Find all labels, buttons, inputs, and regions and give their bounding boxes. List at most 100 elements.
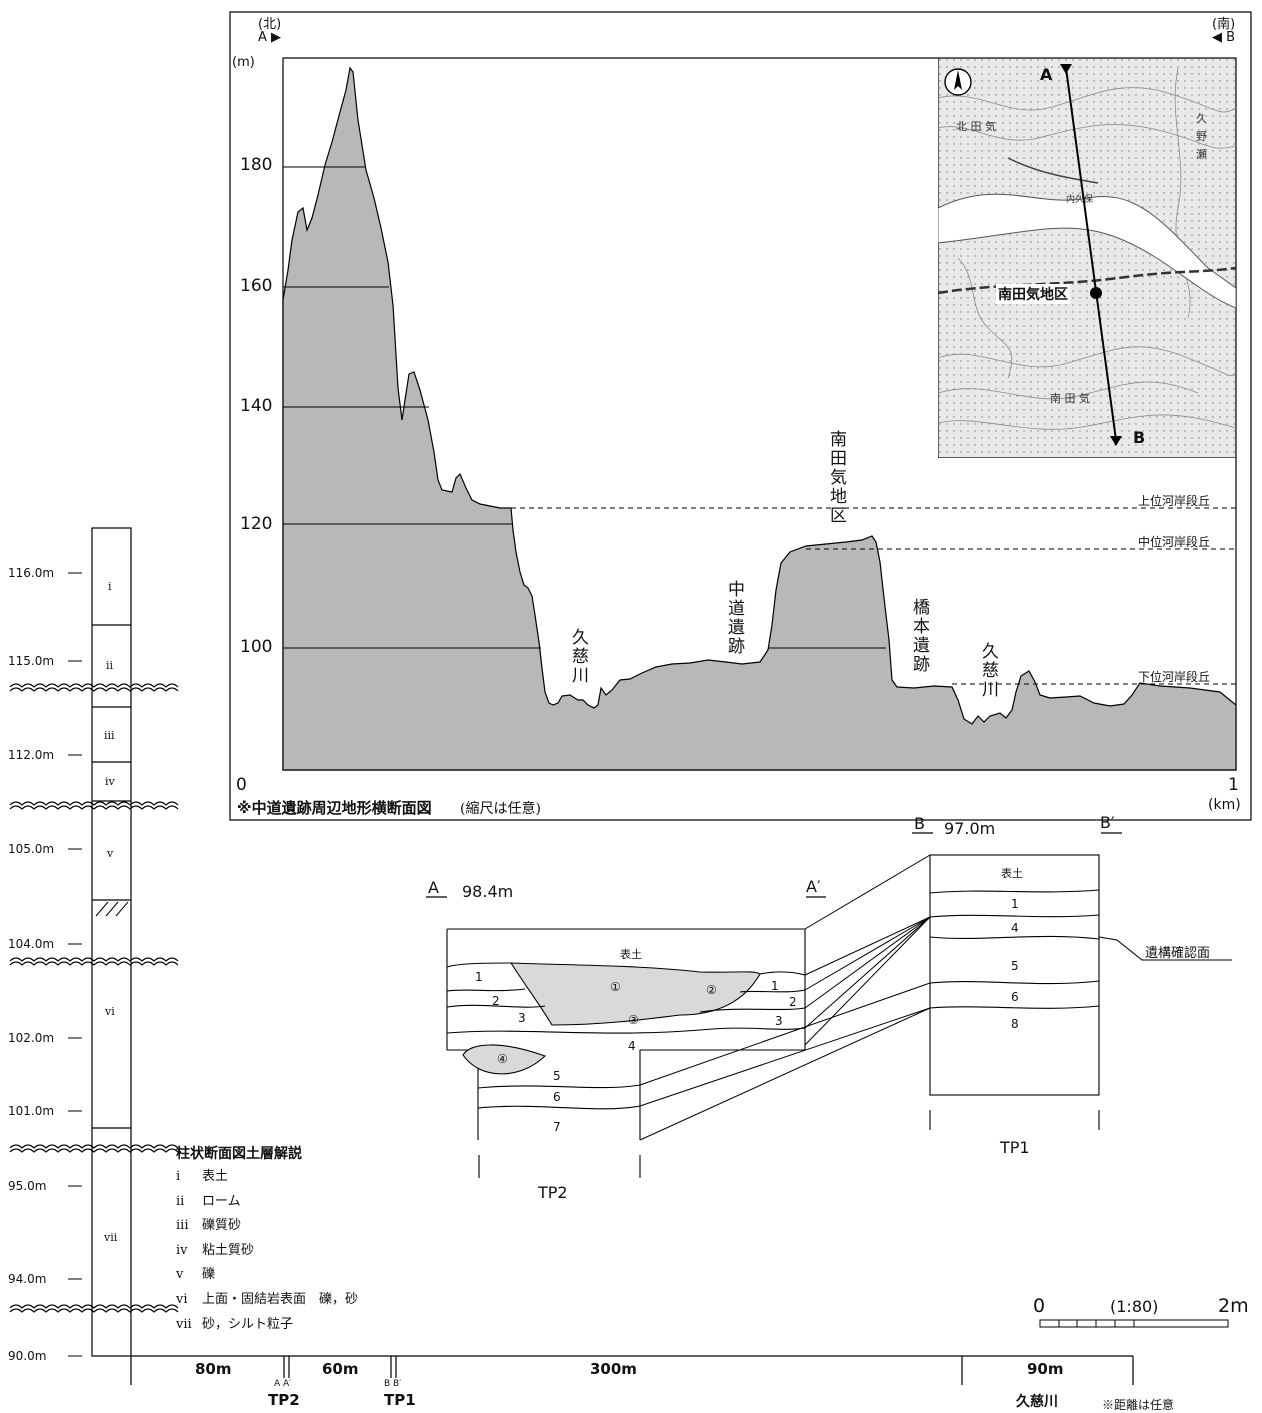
unconformity-break-line (9, 961, 179, 966)
legend-item: i 表土 (176, 1169, 229, 1184)
column-layer-label: iv (105, 775, 115, 788)
scale-end: 2m (1218, 1295, 1249, 1317)
column-layer-boundaries (92, 624, 131, 1129)
tp1-layer-label: 4 (1011, 921, 1019, 935)
inset-map-svg (938, 58, 1236, 458)
section-point-underlines (426, 832, 1122, 898)
scale-start: 0 (1033, 1295, 1046, 1317)
profile-frame (229, 11, 1252, 821)
tp2-point-a: A (428, 878, 439, 897)
point-b-marker: ◀ B (1212, 30, 1236, 45)
unconformity-breaks (9, 683, 179, 1313)
tp2-layer-line (446, 962, 806, 976)
elevation-label: 101.0m (8, 1104, 55, 1118)
tp1-layer-line (929, 935, 1100, 940)
map-place-label: 内久保 (1066, 195, 1094, 205)
elevation-ticks (68, 572, 82, 1357)
map-place-label: 久 (1196, 112, 1207, 125)
tp2-layer-label: 2 (492, 994, 500, 1008)
tp1-layer-line (929, 889, 1100, 894)
unconformity-break-line (9, 683, 179, 688)
tp2-layer-label: 2 (789, 995, 797, 1009)
tp2-layer-line (446, 1027, 806, 1034)
tp1-layer-line (929, 980, 1100, 985)
x-tick-label: 1 (1228, 775, 1239, 795)
feature-leader-line (1098, 936, 1232, 961)
elevation-gridlines (283, 166, 886, 649)
tp2-layer-label: 1 (771, 979, 779, 993)
tp2-layer-line (446, 988, 806, 993)
tp2-point-a-prime: A′ (806, 877, 821, 896)
tp2-feature-pit (509, 962, 761, 1026)
tp1-layer-line (929, 914, 1100, 918)
lower-terrace-label: 下位河岸段丘 (1138, 670, 1211, 684)
unconformity-break-line (9, 957, 179, 962)
railway-line (938, 266, 1236, 295)
tp2-topsoil-label: 表土 (620, 948, 642, 961)
column-layer-label: ii (106, 659, 114, 672)
tp2-layer-label: 3 (518, 1011, 526, 1025)
map-point-b: B (1133, 428, 1146, 447)
road (1007, 157, 1099, 184)
tp1-layer-line (929, 1005, 1100, 1009)
feature-surface-label: 遺構確認面 (1145, 946, 1211, 961)
y-tick-label: 120 (240, 514, 273, 534)
point-a-marker: A ▶ (258, 30, 282, 45)
tp2-layer-label: 6 (553, 1090, 561, 1104)
unconformity-break-line (9, 801, 179, 806)
map-point-a: A (1040, 65, 1053, 84)
distance-label: 300m (590, 1360, 637, 1378)
unconformity-break-line (9, 1304, 179, 1309)
tp2-layer-label: 3 (775, 1014, 783, 1028)
tp2-layer-label: 4 (628, 1039, 636, 1053)
tp1-point-b: B (914, 814, 925, 833)
section-line-ab (1065, 67, 1117, 441)
elevation-label: 105.0m (8, 842, 55, 856)
elevation-label: 95.0m (8, 1179, 47, 1193)
x-axis-unit: (km) (1208, 797, 1241, 813)
column-layer-label: iii (104, 729, 115, 742)
distance-label: 80m (195, 1360, 232, 1378)
distance-label: 90m (1027, 1360, 1064, 1378)
unconformity-break-line (9, 805, 179, 810)
tp1-topsoil-label: 表土 (1001, 867, 1023, 880)
column-layer-label: v (107, 847, 114, 860)
distance-label: 60m (322, 1360, 359, 1378)
tp2-marks: A A′ (274, 1379, 292, 1389)
north-label: (北) (258, 17, 282, 32)
tp2-axis-label: TP2 (268, 1391, 300, 1409)
tp1-outline (929, 854, 1100, 1096)
tp2-layer-label: 5 (553, 1069, 561, 1083)
map-place-label: 南 田 気 (1050, 392, 1090, 405)
river-label-kuji-west: 久慈川 (568, 628, 588, 685)
tp1-name-label: TP1 (1000, 1138, 1030, 1157)
scale-ratio: (1:80) (1110, 1297, 1159, 1316)
site-label-minamitage: 南田気地区 (826, 430, 846, 525)
tp2-circled-label: ② (706, 983, 717, 997)
legend-item: vi 上面・固結岩表面 礫，砂 (176, 1291, 359, 1307)
x-tick-label: 0 (236, 775, 247, 795)
tp2-layer-label: 1 (475, 970, 483, 984)
tp2-layer-line (477, 1105, 641, 1110)
y-tick-label: 100 (240, 637, 273, 657)
river-label-kuji-east: 久慈川 (978, 642, 998, 699)
tp1-layer-label: 5 (1011, 959, 1019, 973)
unconformity-break-line (9, 687, 179, 692)
tp2-feature-4 (462, 1044, 547, 1075)
tp1-marks: B B′ (384, 1379, 402, 1389)
north-arrow-needle (954, 70, 962, 90)
site-label-hashimoto: 橋本遺跡 (909, 598, 929, 674)
map-contours (938, 67, 1236, 430)
river-axis-label: 久慈川 (1016, 1394, 1058, 1410)
upper-terrace-label: 上位河岸段丘 (1138, 494, 1211, 508)
elevation-label: 102.0m (8, 1031, 55, 1045)
correlation-lines (639, 854, 931, 1141)
column-outline (91, 527, 132, 1357)
elevation-label: 112.0m (8, 748, 55, 762)
river-channel (938, 193, 1236, 309)
tp1-section (929, 854, 1232, 1130)
y-tick-label: 140 (240, 396, 273, 416)
